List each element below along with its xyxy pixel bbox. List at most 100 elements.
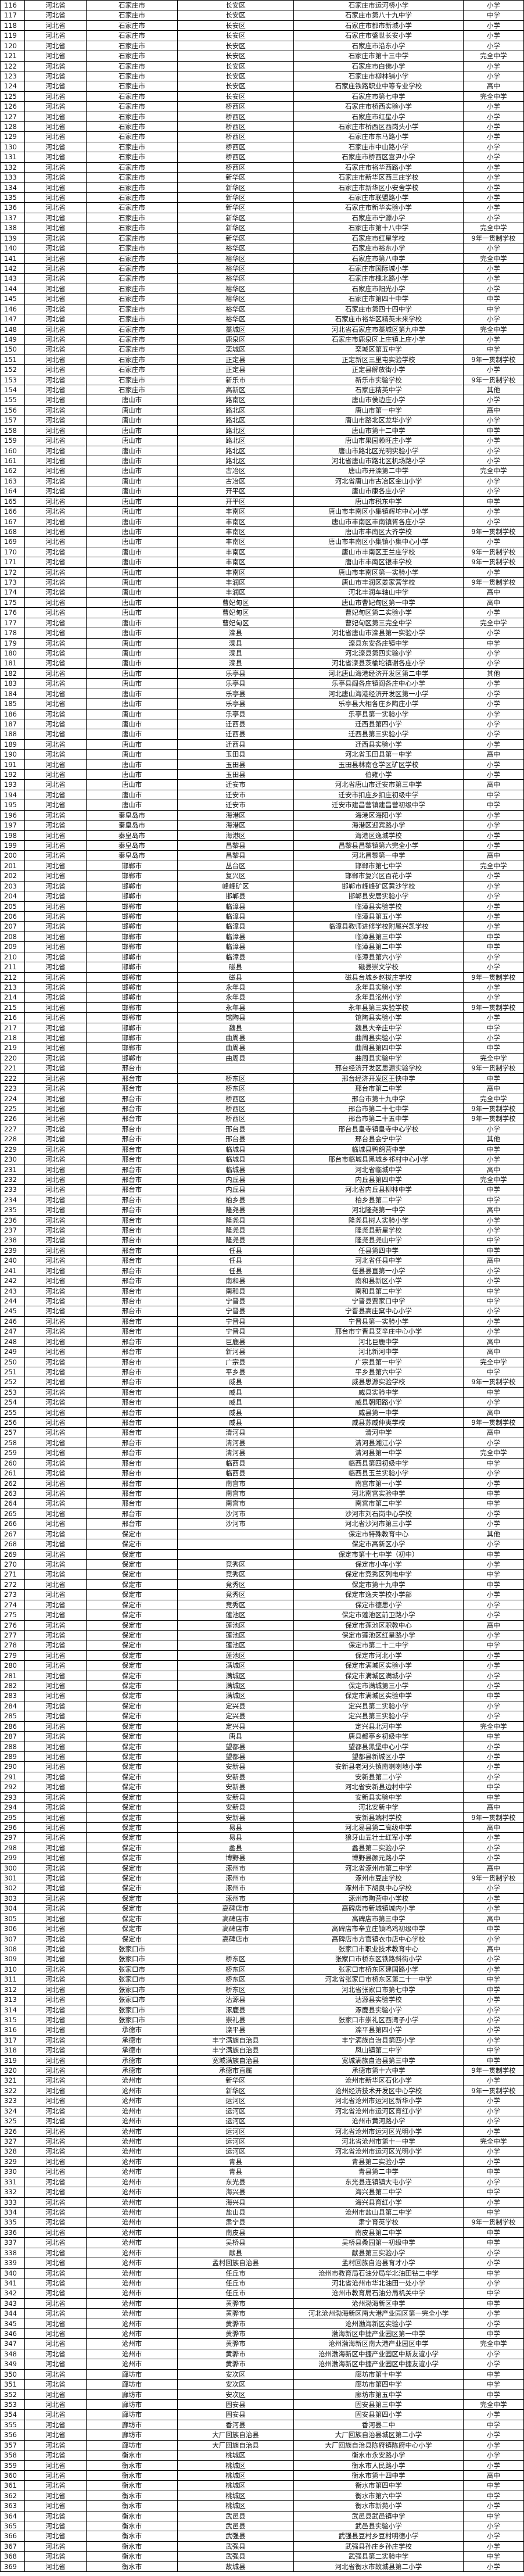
city-cell: 唐山市 xyxy=(87,507,178,517)
city-cell: 唐山市 xyxy=(87,790,178,800)
city-cell: 唐山市 xyxy=(87,466,178,476)
province-cell: 河北省 xyxy=(25,1843,87,1853)
row-number: 292 xyxy=(1,1782,25,1792)
school-name-cell: 河北省唐山市滦县第一实验小学 xyxy=(294,628,464,638)
province-cell: 河北省 xyxy=(25,2035,87,2045)
city-cell: 邢台市 xyxy=(87,1428,178,1438)
row-number: 203 xyxy=(1,881,25,891)
district-cell: 安新县 xyxy=(178,1762,294,1772)
district-cell: 桥东区 xyxy=(178,1073,294,1084)
school-name-cell: 乐亭县大相各庄乡陶庄小学 xyxy=(294,699,464,709)
row-number: 147 xyxy=(1,314,25,324)
table-row: 181 河北省 唐山市 滦县 河北省滦县茨榆坨镇谢各庄小学 小学 xyxy=(0,658,524,669)
province-cell: 河北省 xyxy=(25,668,87,679)
district-cell: 大厂回族自治县 xyxy=(178,2440,294,2450)
city-cell: 廊坊市 xyxy=(87,2440,178,2450)
district-cell: 南和县 xyxy=(178,1276,294,1286)
school-type-cell: 高中 xyxy=(487,1408,500,1417)
city-cell: 唐山市 xyxy=(87,567,178,578)
district-cell: 曲周县 xyxy=(178,1053,294,1063)
district-cell: 开平区 xyxy=(178,486,294,496)
table-row: 320 河北省 承德市 承德市直属 承德市第十六中学 9年一贯制学校 xyxy=(0,2066,524,2076)
district-cell: 迁西县 xyxy=(178,739,294,750)
province-cell: 河北省 xyxy=(25,2531,87,2541)
table-row: 309 河北省 张家口市 桥东区 张家口市桥东区铁路斜街小学 小学 xyxy=(0,1954,524,1965)
row-number: 133 xyxy=(1,173,25,182)
province-cell: 河北省 xyxy=(25,2015,87,2025)
district-cell: 定兴县 xyxy=(178,1701,294,1711)
school-type-cell: 9年一贯制学校 xyxy=(471,1378,516,1386)
table-row: 355 河北省 廊坊市 香河县 香河县二中 中学 xyxy=(0,2420,524,2431)
row-number: 168 xyxy=(1,526,25,537)
school-name-cell: 邢台市第二十七中学 xyxy=(294,1104,464,1114)
table-row: 176 河北省 唐山市 曹妃甸区 曹妃甸区第二实验小学 小学 xyxy=(0,608,524,618)
city-cell: 石家庄市 xyxy=(87,274,178,284)
school-name-cell: 定兴县第二实验小学 xyxy=(294,1701,464,1711)
school-type-cell: 小学 xyxy=(487,1520,500,1528)
table-row: 217 河北省 邯郸市 魏县 魏县大辛庄中学 中学 xyxy=(0,1023,524,1034)
table-row: 287 河北省 保定市 唐县 唐县都亭乡初级中学 中学 xyxy=(0,1732,524,1742)
table-row: 127 河北省 石家庄市 桥西区 石家庄市红星小学 小学 xyxy=(0,112,524,123)
school-name-cell: 邢台县会宁中学 xyxy=(294,1134,464,1144)
row-number: 268 xyxy=(1,1539,25,1549)
school-name-cell: 唐山市路北区龙华小学 xyxy=(294,415,464,425)
row-number: 192 xyxy=(1,770,25,780)
row-number: 270 xyxy=(1,1559,25,1570)
school-name-cell: 沧州市黄河路小学 xyxy=(294,2116,464,2126)
row-number: 276 xyxy=(1,1620,25,1630)
province-cell: 河北省 xyxy=(25,1610,87,1620)
table-row: 161 河北省 唐山市 路北区 河北省唐山市路北区机场路小学 小学 xyxy=(0,456,524,467)
table-row: 202 河北省 邯郸市 复兴区 邯郸市复兴区百花小学 小学 xyxy=(0,871,524,882)
province-cell: 河北省 xyxy=(25,1174,87,1185)
district-cell: 馆陶县 xyxy=(178,1013,294,1023)
district-cell: 海兴县 xyxy=(178,2197,294,2207)
table-row: 119 河北省 石家庄市 长安区 石家庄市盛世长安小学 小学 xyxy=(0,31,524,41)
school-name-cell: 永年县洺州小学 xyxy=(294,993,464,1002)
school-type-cell: 小学 xyxy=(487,952,500,961)
row-number: 206 xyxy=(1,911,25,922)
row-number: 274 xyxy=(1,1600,25,1610)
row-number: 183 xyxy=(1,679,25,689)
city-cell: 衡水市 xyxy=(87,2491,178,2501)
school-type-cell: 小学 xyxy=(487,629,500,637)
city-cell: 沧州市 xyxy=(87,2349,178,2359)
district-cell: 满城区 xyxy=(178,1691,294,1701)
school-name-cell: 栾城区第五中学 xyxy=(294,345,464,354)
table-row: 365 河北省 衡水市 武邑县 武邑县实验小学 小学 xyxy=(0,2521,524,2532)
table-row: 188 河北省 唐山市 迁西县 迁西县第三实验小学 小学 xyxy=(0,729,524,740)
city-cell: 石家庄市 xyxy=(87,10,178,20)
province-cell: 河北省 xyxy=(25,2217,87,2227)
row-number: 242 xyxy=(1,1276,25,1286)
table-row: 168 河北省 唐山市 丰南区 唐山市丰南区大齐学校 9年一贯制学校 xyxy=(0,526,524,538)
row-number: 297 xyxy=(1,1833,25,1843)
row-number: 174 xyxy=(1,587,25,597)
table-row: 366 河北省 衡水市 武强县 武强县豆村乡豆村明德小学 小学 xyxy=(0,2531,524,2542)
district-cell: 魏县 xyxy=(178,1023,294,1033)
school-type-cell: 小学 xyxy=(487,1540,500,1549)
table-row: 330 河北省 沧州市 青县 青县第二中学 中学 xyxy=(0,2167,524,2177)
school-type-cell: 高中 xyxy=(487,1864,500,1872)
school-name-cell: 东光县连镇镇大屯小学 xyxy=(294,2177,464,2187)
province-cell: 河北省 xyxy=(25,1043,87,1053)
row-number: 216 xyxy=(1,1013,25,1023)
district-cell: 黄骅市 xyxy=(178,2359,294,2369)
school-type-cell: 小学 xyxy=(487,163,500,171)
province-cell: 河北省 xyxy=(25,2096,87,2106)
city-cell: 张家口市 xyxy=(87,2005,178,2015)
table-row: 257 河北省 邢台市 清河县 清河中学 高中 xyxy=(0,1428,524,1438)
school-type-cell: 中学 xyxy=(487,2330,500,2338)
school-name-cell: 望都县黑堡中心小学 xyxy=(294,1742,464,1751)
row-number: 359 xyxy=(1,2460,25,2470)
province-cell: 河北省 xyxy=(25,800,87,810)
school-name-cell: 邢台市临城县黑城乡祁村中心小学 xyxy=(294,1155,464,1165)
district-cell: 望都县 xyxy=(178,1742,294,1751)
district-cell: 长安区 xyxy=(178,41,294,51)
table-row: 139 河北省 石家庄市 新华区 石家庄市红星学校 9年一贯制学校 xyxy=(0,233,524,244)
row-number: 280 xyxy=(1,1661,25,1671)
province-cell: 河北省 xyxy=(25,1620,87,1630)
table-row: 344 河北省 沧州市 黄骅市 河北沧州渤海新区南大港产业园区第一完全小学 小学 xyxy=(0,2309,524,2319)
province-cell: 河北省 xyxy=(25,1407,87,1418)
school-type-cell: 小学 xyxy=(487,2076,500,2085)
province-cell: 河北省 xyxy=(25,2278,87,2288)
school-name-cell: 唐山市曹妃甸区第一中学 xyxy=(294,597,464,608)
